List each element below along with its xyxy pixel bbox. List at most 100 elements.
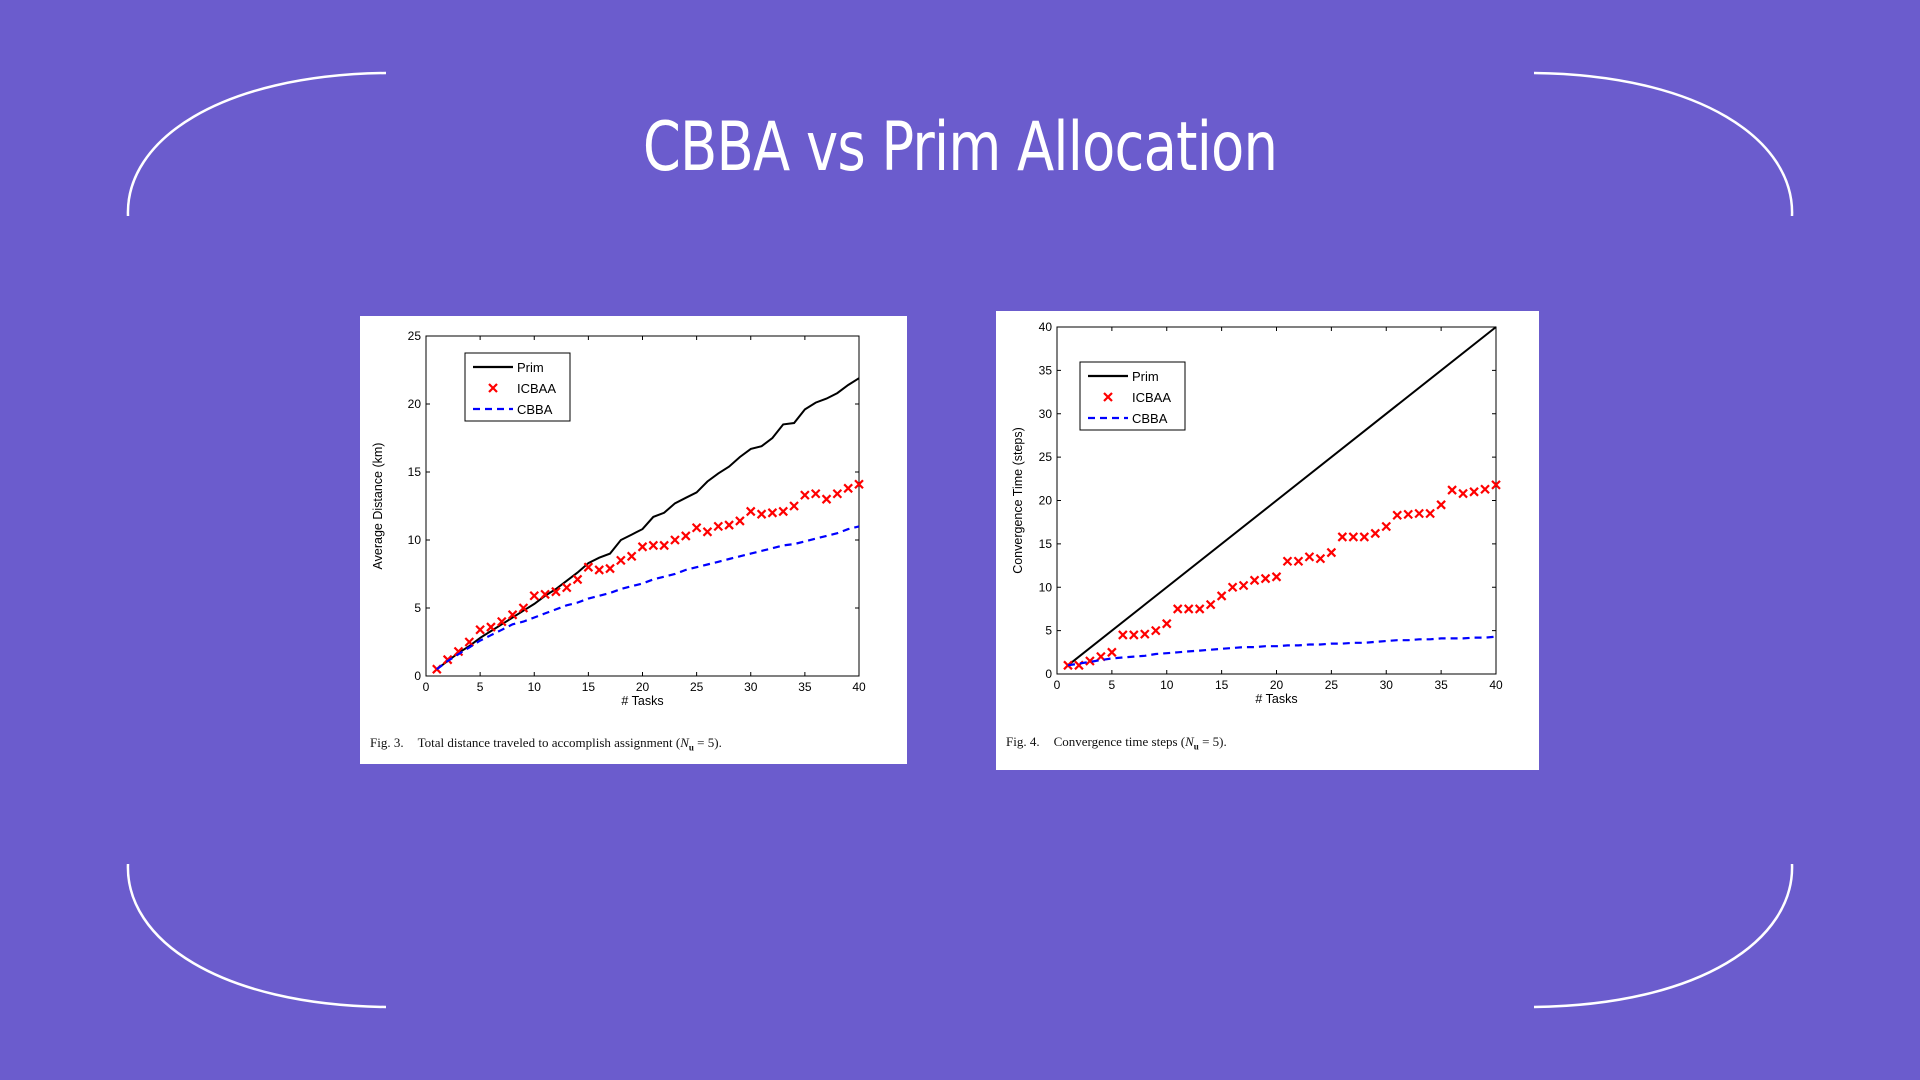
legend-marker-icbaa: [1103, 392, 1113, 402]
figure-caption-subscript: u: [1193, 741, 1199, 752]
data-point-icbaa: [1293, 556, 1304, 567]
figure-panel-distance: 0 5 10 15 20 25 30 35 40 0 5 10 15 20 25 # Tasks Average…: [360, 316, 907, 764]
data-point-stroke: [1447, 485, 1457, 495]
data-point-icbaa: [1118, 630, 1128, 640]
data-point-stroke: [453, 646, 464, 657]
data-point-icbaa: [572, 574, 583, 585]
data-point-stroke: [507, 610, 518, 620]
convergence-chart: 0 5 10 15 20 25 30 35 40 0 5 10 15 20 25 30 35 40 # Tasks C…: [1011, 320, 1503, 706]
data-point-icbaa: [1425, 508, 1435, 519]
data-point-stroke: [1107, 647, 1117, 658]
data-point-stroke: [594, 565, 604, 575]
data-point-stroke: [1458, 488, 1468, 499]
legend-box: [464, 352, 571, 422]
data-point-icbaa: [1282, 556, 1293, 567]
data-point-icbaa: [1150, 625, 1161, 636]
data-point-icbaa: [507, 610, 518, 620]
data-point-stroke: [1414, 508, 1424, 519]
data-point-icbaa: [724, 520, 734, 530]
data-point-stroke: [1370, 528, 1381, 539]
data-point-stroke: [1293, 556, 1304, 567]
data-point-icbaa: [789, 501, 799, 511]
y-tick-label: 35: [1039, 363, 1053, 377]
data-point-stroke: [1392, 510, 1403, 521]
y-tick-label: 30: [1039, 407, 1053, 421]
legend-label-prim: Prim: [517, 360, 544, 375]
data-point-stroke: [691, 522, 702, 533]
data-point-icbaa: [1403, 509, 1413, 520]
data-point-icbaa: [1304, 552, 1315, 562]
figure-panel-convergence: 0 5 10 15 20 25 30 35 40 0 5 10 15 20 25 30 35 40 # Tasks C…: [996, 311, 1539, 770]
data-point-stroke: [659, 540, 669, 551]
series-line-cbba: [436, 525, 860, 671]
data-point-stroke: [854, 479, 864, 490]
data-point-icbaa: [1436, 500, 1446, 510]
legend-label-cbba: CBBA: [1132, 411, 1168, 426]
data-point-icbaa: [854, 479, 864, 490]
data-point-stroke: [1480, 484, 1490, 495]
data-point-icbaa: [800, 490, 810, 500]
data-point-stroke: [551, 586, 561, 597]
data-point-stroke: [1216, 591, 1227, 601]
data-point-stroke: [572, 574, 583, 585]
series-line-prim: [1067, 326, 1497, 667]
y-tick-label: 0: [1045, 667, 1052, 681]
data-point-icbaa: [551, 586, 561, 597]
figure-caption-equals: = 5).: [693, 735, 722, 750]
data-point-stroke: [756, 509, 767, 519]
y-tick-label: 40: [1039, 320, 1053, 334]
x-tick-label: 0: [1054, 678, 1061, 692]
y-tick-label: 25: [1039, 450, 1053, 464]
data-point-icbaa: [1381, 521, 1392, 532]
legend-marker-icbaa: [488, 383, 498, 393]
y-tick-label: 10: [408, 533, 422, 547]
data-point-icbaa: [1414, 508, 1424, 519]
x-axis-label: # Tasks: [1255, 692, 1297, 706]
data-point-stroke: [1096, 651, 1106, 662]
data-point-icbaa: [583, 562, 594, 572]
frame-corner-top-right: [1533, 71, 1794, 217]
data-point-icbaa: [475, 624, 485, 635]
legend-box: [1079, 361, 1186, 431]
data-point-icbaa: [496, 616, 507, 627]
data-point-stroke: [1315, 553, 1326, 564]
data-point-icbaa: [1183, 604, 1194, 614]
y-tick-label: 15: [1039, 537, 1053, 551]
figure-caption-equals: = 5).: [1198, 734, 1227, 749]
x-tick-label: 25: [690, 680, 704, 694]
data-point-stroke: [702, 527, 713, 537]
figure-caption: Fig. 3. Total distance traveled to accomp…: [370, 735, 722, 753]
data-point-stroke: [745, 506, 756, 517]
data-point-icbaa: [832, 488, 843, 499]
data-point-icbaa: [681, 531, 691, 541]
y-tick-label: 5: [1045, 624, 1052, 638]
x-tick-label: 20: [636, 680, 650, 694]
data-point-icbaa: [659, 540, 669, 551]
x-tick-label: 30: [1380, 678, 1394, 692]
x-tick-label: 15: [582, 680, 596, 694]
data-point-stroke: [626, 551, 637, 562]
data-point-stroke: [1260, 573, 1271, 584]
data-point-stroke: [442, 654, 453, 665]
legend: Prim ICBAA CBBA: [464, 352, 571, 422]
data-point-stroke: [1271, 572, 1282, 582]
data-point-icbaa: [1107, 647, 1117, 658]
y-tick-label: 15: [408, 465, 422, 479]
data-point-stroke: [713, 521, 724, 532]
data-point-stroke: [1227, 582, 1238, 593]
data-point-stroke: [724, 520, 734, 530]
data-point-icbaa: [626, 551, 637, 562]
data-point-stroke: [1238, 580, 1249, 591]
data-point-icbaa: [486, 622, 496, 632]
data-point-stroke: [767, 508, 778, 518]
data-point-stroke: [810, 488, 821, 499]
data-point-icbaa: [453, 646, 464, 657]
data-point-stroke: [735, 516, 745, 526]
data-point-icbaa: [1315, 553, 1326, 564]
data-point-icbaa: [1260, 573, 1271, 584]
data-point-stroke: [616, 555, 626, 566]
data-point-stroke: [670, 535, 680, 545]
data-point-icbaa: [518, 603, 529, 613]
data-point-icbaa: [1172, 604, 1183, 614]
data-point-stroke: [518, 603, 529, 613]
